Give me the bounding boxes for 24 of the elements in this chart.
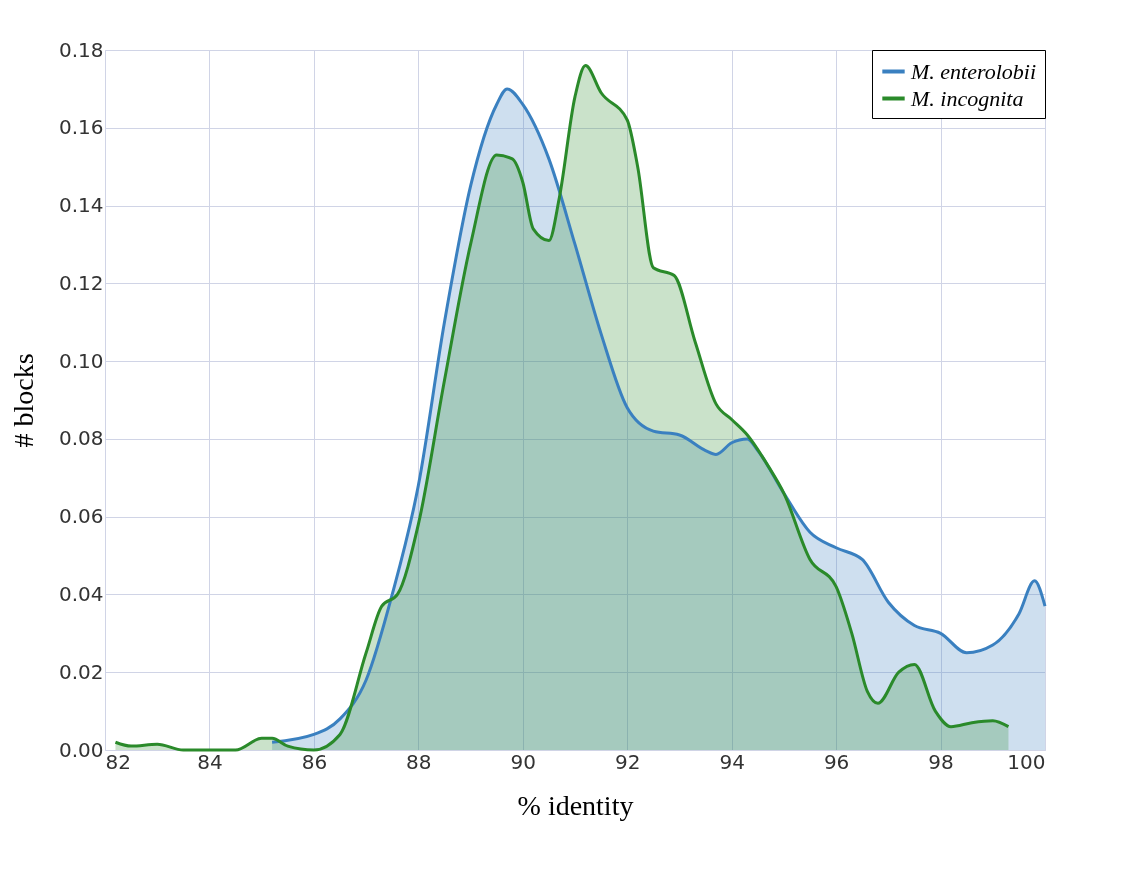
- legend-label: M. enterolobii: [910, 58, 1037, 84]
- y-axis-title: # blocks: [7, 353, 39, 448]
- x-tick-label: 84: [197, 749, 223, 774]
- y-tick-label: 0.02: [58, 659, 104, 684]
- y-tick-label: 0.12: [58, 270, 104, 295]
- y-tick-label: 0.18: [58, 37, 104, 62]
- x-tick-label: 92: [615, 749, 641, 774]
- x-tick-label: 98: [928, 749, 954, 774]
- x-tick-label: 88: [406, 749, 432, 774]
- y-tick-label: 0.08: [58, 426, 104, 451]
- y-tick-label: 0.04: [58, 581, 104, 606]
- x-tick-label: 86: [301, 749, 328, 774]
- y-tick-label: 0.16: [58, 115, 104, 140]
- x-tick-label: 94: [719, 749, 745, 774]
- x-axis-title: % identity: [517, 789, 634, 821]
- legend-label: M. incognita: [910, 85, 1024, 111]
- x-tick-label: 82: [105, 749, 131, 774]
- y-tick-label: 0.14: [58, 193, 104, 218]
- y-tick-label: 0.10: [58, 348, 104, 373]
- x-tick-label: 90: [510, 749, 536, 774]
- y-tick-label: 0.00: [58, 737, 104, 762]
- x-tick-label: 96: [823, 749, 850, 774]
- x-tick-label: 100: [1007, 749, 1046, 774]
- y-tick-label: 0.06: [58, 504, 104, 529]
